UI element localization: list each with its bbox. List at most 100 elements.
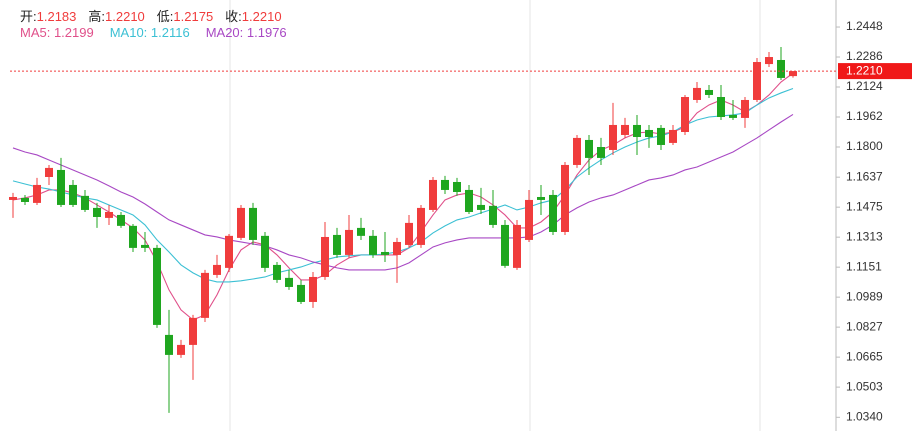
candle-body <box>321 236 329 277</box>
candle-body <box>429 179 437 210</box>
candle-body <box>45 167 53 177</box>
ohlc-label: 低: <box>156 9 174 24</box>
candle-body <box>33 184 41 203</box>
candle-body <box>129 225 137 248</box>
candle-body <box>789 71 797 77</box>
ohlc-item: 收:1.2210 <box>225 6 281 25</box>
y-tick-label: 1.0989 <box>846 289 883 303</box>
ohlc-label: 高: <box>88 9 106 24</box>
candle-body <box>201 272 209 318</box>
candle-body <box>117 214 125 226</box>
candle-body <box>177 344 185 355</box>
candle-body <box>753 62 761 100</box>
candle-body <box>645 129 653 138</box>
y-tick-label: 1.0827 <box>846 319 883 333</box>
candle-body <box>453 181 461 192</box>
candle-body <box>237 207 245 238</box>
candle-body <box>549 194 557 232</box>
candle-body <box>369 235 377 255</box>
candle-body <box>381 251 389 255</box>
y-tick-label: 1.1962 <box>846 109 883 123</box>
candle-body <box>21 197 29 202</box>
y-tick-label: 1.0665 <box>846 349 883 363</box>
candle-body <box>225 235 233 268</box>
candle-body <box>621 124 629 135</box>
candle-body <box>489 205 497 225</box>
candle-body <box>585 139 593 158</box>
ohlc-label: 收: <box>225 9 242 24</box>
candle-body <box>81 195 89 210</box>
ohlc-label: 开: <box>20 9 37 24</box>
candle-body <box>345 229 353 255</box>
y-tick-label: 1.0340 <box>846 409 883 423</box>
ma-line <box>12 87 794 283</box>
ohlc-item: 低:1.2175 <box>157 6 213 25</box>
candle-body <box>693 87 701 100</box>
candle-body <box>153 247 161 325</box>
price-tag-label: 1.2210 <box>846 63 883 77</box>
candle-body <box>9 196 17 200</box>
y-tick-label: 1.0503 <box>846 379 883 393</box>
ohlc-value: 1.2210 <box>241 9 282 24</box>
candle-body <box>525 199 533 240</box>
candle-body <box>309 276 317 302</box>
y-tick-label: 1.2448 <box>846 19 883 33</box>
ohlc-item: 开:1.2183 <box>20 6 76 25</box>
candle-body <box>777 59 785 78</box>
y-tick-label: 1.1637 <box>846 169 883 183</box>
candle-body <box>717 97 725 118</box>
y-tick-label: 1.1151 <box>846 259 882 273</box>
candle-body <box>93 207 101 217</box>
candle-body <box>609 124 617 150</box>
candle-body <box>141 244 149 248</box>
legend-entry: MA10: 1.2116 <box>109 25 190 40</box>
y-tick-label: 1.1800 <box>846 139 883 153</box>
y-tick-label: 1.1313 <box>846 229 883 243</box>
candle-body <box>69 184 77 205</box>
candle-body <box>681 97 689 133</box>
candle-body <box>597 146 605 158</box>
candle-body <box>501 224 509 266</box>
y-tick-label: 1.2124 <box>846 79 883 93</box>
candle-body <box>189 317 197 345</box>
candle-body <box>333 234 341 255</box>
candle-body <box>669 129 677 143</box>
legend-entry: MA5: 1.2199 <box>20 25 94 40</box>
candle-body <box>477 204 485 210</box>
candle-body <box>249 207 257 240</box>
legend-entry: MA20: 1.1976 <box>205 25 287 40</box>
ohlc-value: 1.2175 <box>173 9 214 24</box>
candle-body <box>261 235 269 268</box>
candle-body <box>165 334 173 355</box>
candle-body <box>465 189 473 212</box>
candle-body <box>741 99 749 118</box>
candle-body <box>285 277 293 287</box>
candle-body <box>405 222 413 245</box>
y-tick-label: 1.1475 <box>846 199 883 213</box>
ma-line <box>12 113 794 271</box>
candle-body <box>729 114 737 118</box>
ohlc-item: 高:1.2210 <box>88 6 144 25</box>
ohlc-value: 1.2183 <box>36 9 77 24</box>
candle-body <box>657 127 665 145</box>
candle-body <box>393 241 401 255</box>
ohlc-header: 开:1.2183 高:1.2210 低:1.2175 收:1.2210 <box>20 6 282 25</box>
candle-body <box>357 227 365 236</box>
candle-body <box>213 264 221 275</box>
candle-body <box>513 224 521 268</box>
y-tick-label: 1.2286 <box>846 49 883 63</box>
candle-body <box>573 137 581 165</box>
ma-legend: MA5: 1.2199 MA10: 1.2116 MA20: 1.1976 <box>20 25 287 40</box>
candle-body <box>273 264 281 280</box>
candle-body <box>561 164 569 232</box>
candle-body <box>57 169 65 205</box>
candle-body <box>537 196 545 200</box>
candle-body <box>441 179 449 190</box>
candle-body <box>633 124 641 138</box>
ma-line <box>12 72 794 321</box>
ohlc-value: 1.2210 <box>105 9 145 24</box>
candle-body <box>765 57 773 65</box>
candle-body <box>417 207 425 245</box>
